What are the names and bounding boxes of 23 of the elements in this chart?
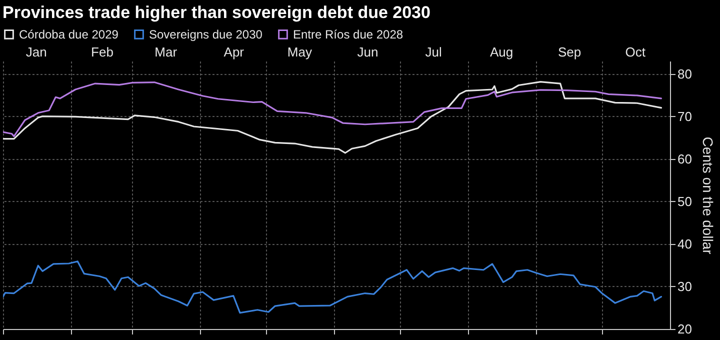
x-tick-label: Aug [490, 44, 514, 60]
chart-title: Provinces trade higher than sovereign debt due 2030 [2, 3, 430, 22]
y-tick-label: 40 [678, 236, 692, 252]
x-tick-label: Feb [91, 44, 114, 60]
x-tick-label: Jun [357, 44, 378, 60]
legend-label: Córdoba due 2029 [19, 27, 119, 42]
legend-label: Entre Ríos due 2028 [293, 27, 404, 42]
line-series [3, 81, 662, 138]
x-tick-label: Apr [224, 44, 245, 60]
y-tick-label: 80 [678, 66, 692, 82]
y-tick-label: 20 [678, 322, 692, 336]
y-axis-title: Cents on the dollar [700, 136, 716, 255]
y-tick-label: 50 [678, 194, 692, 209]
x-tick-label: Sep [558, 44, 582, 60]
y-tick-label: 30 [678, 278, 692, 294]
x-tick-label: Oct [625, 44, 646, 60]
x-tick-label: Jan [26, 44, 47, 60]
x-tick-label: Mar [154, 44, 178, 60]
y-tick-label: 60 [678, 151, 692, 166]
legend-label: Sovereigns due 2030 [149, 27, 263, 42]
x-tick-label: Jul [425, 44, 442, 60]
x-tick-label: May [287, 44, 312, 60]
y-tick-label: 70 [678, 108, 692, 124]
